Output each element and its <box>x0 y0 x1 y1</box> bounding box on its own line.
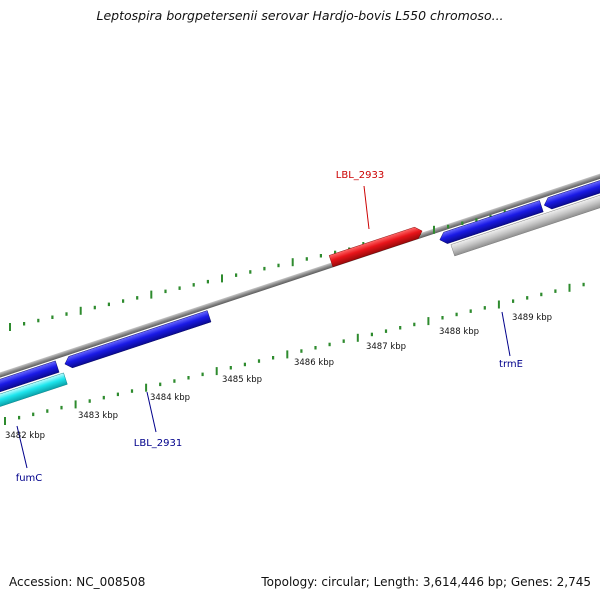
leader-line-trme <box>501 311 511 357</box>
feature-fumc[interactable] <box>0 372 68 414</box>
feature-trme[interactable] <box>438 200 544 245</box>
accession-text: Accession: NC_008508 <box>9 575 146 589</box>
leader-line-lbl-2931 <box>146 391 157 433</box>
tick-label: 3482 kbp <box>5 431 45 441</box>
feature-reverse-right[interactable] <box>542 177 600 211</box>
tick-label: 3489 kbp <box>512 313 552 323</box>
gene-label-fumc[interactable]: fumC <box>16 473 43 484</box>
tick-label: 3485 kbp <box>222 375 262 385</box>
gene-label-trme[interactable]: trmE <box>499 359 523 370</box>
leader-line-fumc <box>16 425 28 469</box>
feature-reverse-left[interactable] <box>0 360 60 400</box>
leader-line-lbl-2933 <box>363 185 370 230</box>
genome-summary-text: Topology: circular; Length: 3,614,446 bp… <box>261 575 591 589</box>
feature-lbl-2931[interactable] <box>63 310 212 370</box>
gene-label-lbl-2931[interactable]: LBL_2931 <box>134 438 182 449</box>
tick-label: 3488 kbp <box>439 327 479 337</box>
tick-label: 3484 kbp <box>150 393 190 403</box>
feature-grey[interactable] <box>450 190 600 257</box>
chromosome-backbone <box>0 158 600 384</box>
tick-label: 3486 kbp <box>294 358 334 368</box>
map-title: Leptospira borgpetersenii serovar Hardjo… <box>96 8 504 23</box>
feature-lbl-2933[interactable] <box>328 225 424 268</box>
inner-tick-row <box>4 282 585 425</box>
tick-label: 3483 kbp <box>78 411 118 421</box>
gene-label-lbl-2933[interactable]: LBL_2933 <box>336 170 384 181</box>
tick-label: 3487 kbp <box>366 342 406 352</box>
